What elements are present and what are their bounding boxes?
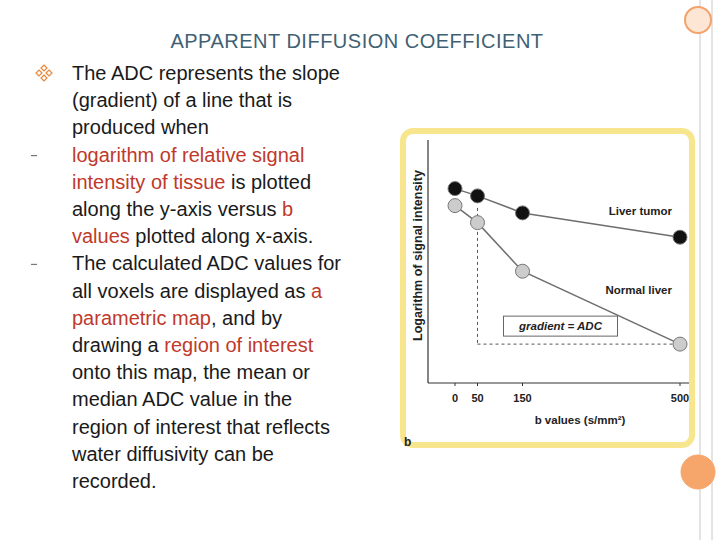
x-axis-label: b values (s/mm²) <box>535 414 626 426</box>
body-line: (gradient) of a line that is <box>72 89 292 111</box>
body-line: The calculated ADC values for <box>72 252 341 274</box>
text-segment: The ADC represents the slope <box>72 62 340 84</box>
text-segment: recorded. <box>72 470 157 492</box>
text-segment: onto this map, the mean or <box>72 361 310 383</box>
data-point <box>448 182 462 196</box>
y-axis-label: Logarithm of signal intensity <box>411 170 425 341</box>
series-line <box>455 189 680 238</box>
text-segment: water diffusivity can be <box>71 443 274 465</box>
text-segment: median ADC value in the <box>72 388 292 410</box>
x-tick-label: 50 <box>471 392 483 404</box>
data-point <box>673 337 687 351</box>
bullet-symbol <box>36 65 52 81</box>
text-segment: along the y-axis versus <box>72 198 282 220</box>
text-segment: logarithm of relative signal <box>72 144 304 166</box>
data-point <box>471 189 485 203</box>
border-line <box>712 0 713 540</box>
x-tick-label: 0 <box>452 392 458 404</box>
text-segment: region of interest that reflects <box>72 416 330 438</box>
body-line: intensity of tissue is plotted <box>72 171 311 193</box>
data-point <box>516 264 530 278</box>
x-tick-label: 500 <box>671 392 689 404</box>
text-segment: The calculated ADC values for <box>72 252 341 274</box>
text-segment: all voxels are displayed as <box>72 280 311 302</box>
bullet-dash <box>31 155 37 156</box>
deco-circle <box>685 7 711 33</box>
body-line: along the y-axis versus b <box>72 198 293 220</box>
text-segment: intensity of tissue <box>72 171 225 193</box>
bullet-petal <box>36 70 42 76</box>
body-line: parametric map, and by <box>72 307 282 329</box>
x-tick <box>477 383 478 386</box>
plot-area <box>448 182 687 352</box>
bullet-dash <box>31 264 37 265</box>
text-segment: produced when <box>72 116 209 138</box>
x-tick <box>522 383 523 386</box>
title: APPARENT DIFFUSION COEFFICIENT <box>170 30 543 52</box>
text-segment: a <box>311 280 323 302</box>
data-point <box>471 216 485 230</box>
data-point <box>516 206 530 220</box>
body-line: onto this map, the mean or <box>72 361 310 383</box>
series-line <box>455 206 680 345</box>
annotation: gradient = ADC <box>518 320 603 332</box>
text-segment: is plotted <box>225 171 311 193</box>
deco-circle <box>681 455 715 489</box>
text-segment: values <box>72 225 130 247</box>
text-segment: parametric map <box>72 307 211 329</box>
body-line: median ADC value in the <box>72 388 292 410</box>
bullet-petal <box>46 70 52 76</box>
y-axis <box>427 140 428 383</box>
annotation-box <box>504 316 618 336</box>
text-segment: region of interest <box>164 334 313 356</box>
guide-line <box>478 344 681 345</box>
body-line: region of interest that reflects <box>72 416 330 438</box>
series-label: Liver tumor <box>609 205 673 217</box>
data-point <box>673 230 687 244</box>
x-tick-label: 150 <box>513 392 531 404</box>
slide: APPARENT DIFFUSION COEFFICIENT The ADC re… <box>0 0 720 540</box>
chart-frame <box>403 131 692 445</box>
text-segment: b <box>282 198 293 220</box>
body-line: all voxels are displayed as a <box>72 280 323 302</box>
body-line: water diffusivity can be <box>71 443 274 465</box>
x-axis <box>428 382 689 383</box>
series-label: Normal liver <box>606 284 673 296</box>
body-line: produced when <box>72 116 209 138</box>
x-tick <box>680 383 681 386</box>
body-line: values plotted along x-axis. <box>72 225 313 247</box>
bullet-petal <box>41 75 47 81</box>
body-line: recorded. <box>72 470 157 492</box>
text-segment: , and by <box>211 307 282 329</box>
panel-label: b <box>404 435 411 449</box>
body-line: drawing a region of interest <box>72 334 314 356</box>
text-segment: drawing a <box>72 334 164 356</box>
body-line: The ADC represents the slope <box>72 62 340 84</box>
x-tick <box>455 383 456 386</box>
body-line: logarithm of relative signal <box>72 144 304 166</box>
text-segment: plotted along x-axis. <box>130 225 313 247</box>
text-segment: (gradient) of a line that is <box>72 89 292 111</box>
data-point <box>448 199 462 213</box>
bullet-petal <box>41 65 47 71</box>
